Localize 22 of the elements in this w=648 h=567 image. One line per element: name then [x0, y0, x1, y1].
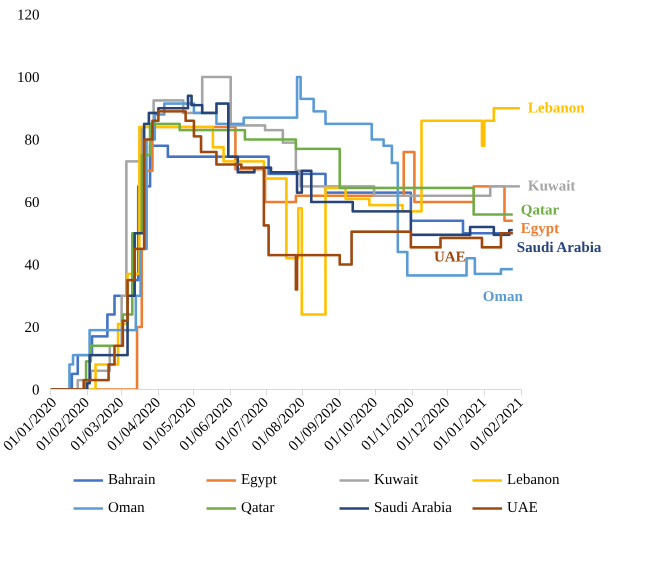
y-tick-label: 80 [24, 132, 40, 148]
annotation: Egypt [520, 220, 560, 237]
annotation: UAE [434, 249, 466, 266]
annotation: Kuwait [528, 178, 576, 194]
legend-label: UAE [507, 500, 539, 516]
legend-label: Lebanon [507, 472, 560, 488]
legend-label: Oman [108, 500, 146, 516]
y-tick-label: 20 [24, 320, 40, 336]
annotation: Saudi Arabia [516, 240, 602, 256]
y-tick-label: 0 [32, 382, 40, 398]
y-tick-label: 60 [24, 195, 40, 211]
y-tick-label: 40 [24, 258, 40, 274]
y-tick-label: 100 [17, 70, 40, 86]
annotation: Lebanon [528, 100, 586, 116]
legend-label: Egypt [241, 472, 278, 488]
annotation: Oman [482, 289, 524, 306]
y-tick-label: 120 [17, 8, 40, 24]
legend-label: Qatar [241, 500, 276, 516]
legend-label: Saudi Arabia [374, 500, 453, 516]
legend-label: Kuwait [374, 472, 420, 488]
annotation: Qatar [520, 202, 560, 218]
legend-label: Bahrain [108, 472, 156, 488]
